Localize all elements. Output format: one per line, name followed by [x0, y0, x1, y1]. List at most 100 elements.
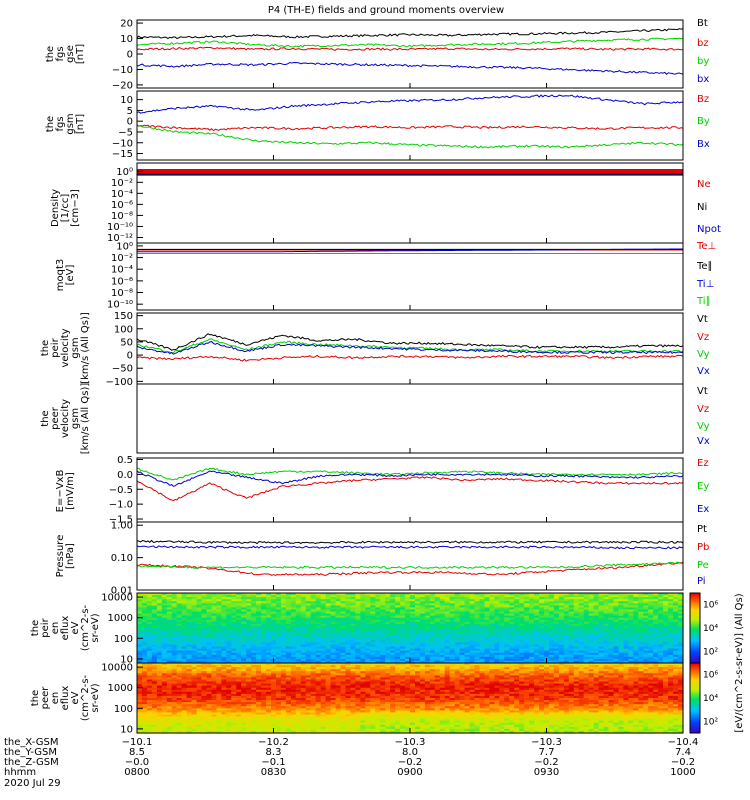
- peir-eflux-cell: [146, 595, 153, 598]
- peir-eflux-cell: [340, 650, 347, 654]
- peir-eflux-cell: [350, 656, 356, 660]
- peir-eflux-cell: [618, 652, 625, 656]
- peir-eflux-cell: [544, 621, 550, 625]
- peer-eflux-cell: [176, 712, 183, 716]
- peir-eflux-cell: [419, 621, 426, 625]
- peir-eflux-cell: [603, 625, 610, 629]
- peer-eflux-cell: [161, 669, 168, 672]
- peir-eflux-cell: [390, 603, 396, 606]
- peer-eflux-cell: [161, 685, 168, 689]
- peer-eflux-cell: [146, 708, 153, 711]
- peir-eflux-cell: [464, 640, 471, 644]
- peir-eflux-cell: [221, 638, 227, 641]
- peir-eflux-cell: [529, 607, 535, 611]
- peir-eflux-cell: [553, 636, 560, 639]
- peir-eflux-cell: [484, 613, 491, 617]
- peer-eflux-cell: [171, 720, 178, 724]
- peer-eflux-cell: [246, 681, 252, 685]
- peir-eflux-cell: [588, 648, 595, 652]
- peir-eflux-cell: [549, 632, 555, 635]
- peir-eflux-cell: [648, 611, 654, 615]
- peer-eflux-cell: [285, 663, 292, 666]
- peer-eflux-cell: [146, 700, 153, 703]
- peer-eflux-cell: [221, 691, 227, 695]
- peir-eflux-cell: [444, 658, 451, 662]
- peir-eflux-cell: [231, 646, 237, 650]
- peir-eflux-cell: [573, 636, 580, 639]
- peir-eflux-cell: [176, 652, 183, 656]
- peir-eflux-cell: [494, 638, 500, 641]
- peir-eflux-cell: [280, 617, 287, 621]
- efield-ytick-label: 0.0: [117, 470, 133, 481]
- peir-eflux-cell: [171, 642, 178, 646]
- peir-eflux-cell: [558, 621, 565, 625]
- peir-eflux-cell: [335, 613, 342, 617]
- peir-eflux-cell: [549, 648, 555, 652]
- peir-eflux-cell: [529, 599, 535, 602]
- peir-eflux-cell: [658, 615, 664, 619]
- peir-eflux-cell: [405, 658, 411, 662]
- peer-eflux-cell: [206, 673, 213, 676]
- peir-eflux-cell: [628, 605, 634, 609]
- peir-eflux-cell: [628, 623, 634, 627]
- peir-eflux-cell: [405, 648, 411, 652]
- peir-eflux-cell: [226, 613, 232, 617]
- peir-eflux-cell: [181, 654, 188, 658]
- peer-eflux-cell: [206, 706, 213, 709]
- peir-eflux-cell: [320, 636, 327, 639]
- peir-eflux-cell: [355, 652, 361, 656]
- peir-eflux-cell: [325, 636, 332, 639]
- peir-eflux-cell: [142, 603, 148, 606]
- peir-eflux-cell: [429, 613, 436, 617]
- peir-eflux-cell: [544, 628, 550, 631]
- peir-eflux-cell: [156, 634, 163, 637]
- fgs-gsm-series-2-line: [136, 94, 684, 114]
- peir-eflux-cell: [673, 658, 679, 662]
- peir-eflux-cell: [231, 642, 237, 646]
- peir-eflux-cell: [231, 630, 237, 633]
- peir-eflux-cell: [191, 656, 198, 660]
- peir-eflux-cell: [504, 607, 510, 611]
- peir-eflux-cell: [196, 654, 203, 658]
- peir-eflux-cell: [285, 638, 292, 641]
- peir-eflux-cell: [146, 621, 153, 625]
- peer-eflux-cell: [241, 689, 247, 693]
- peir-eflux-cell: [549, 634, 555, 637]
- peer-eflux-cell: [176, 663, 183, 666]
- peir-eflux-cell: [271, 619, 277, 623]
- peir-eflux-cell: [553, 607, 560, 611]
- peir-eflux-cell: [271, 613, 277, 617]
- peer-eflux-cell: [171, 683, 178, 687]
- peir-eflux-cell: [315, 621, 322, 625]
- peir-eflux-cell: [285, 623, 292, 627]
- peer-eflux-cell: [236, 693, 242, 697]
- peir-eflux-cell: [385, 656, 391, 660]
- peir-eflux-cell: [573, 658, 580, 662]
- peir-eflux-cell: [340, 597, 347, 600]
- peir-eflux-cell: [663, 646, 669, 650]
- peir-eflux-cell: [137, 644, 143, 648]
- peir-eflux-cell: [405, 605, 411, 609]
- peer-eflux-cell: [201, 671, 208, 674]
- peer-eflux-cell: [266, 675, 272, 679]
- peir-eflux-cell: [558, 642, 565, 646]
- peir-eflux-cell: [211, 599, 218, 602]
- peir-eflux-cell: [578, 597, 585, 600]
- peir-eflux-cell: [266, 601, 272, 604]
- peer-eflux-cell: [151, 677, 158, 681]
- peir-eflux-cell: [375, 625, 381, 629]
- peir-eflux-cell: [648, 636, 654, 639]
- peir-eflux-cell: [568, 630, 575, 633]
- peir-eflux-cell: [211, 640, 218, 644]
- peer-eflux-cell: [137, 708, 143, 711]
- peir-eflux-cell: [474, 613, 481, 617]
- peer-eflux-cell: [211, 726, 218, 730]
- peir-eflux-cell: [330, 652, 337, 656]
- peir-eflux-cell: [539, 646, 545, 650]
- peer-eflux-cell: [216, 712, 222, 716]
- peir-eflux-cell: [236, 632, 242, 635]
- peir-eflux-cell: [231, 656, 237, 660]
- peir-eflux-cell: [499, 623, 505, 627]
- peir-eflux-cell: [618, 636, 625, 639]
- peir-eflux-cell: [151, 656, 158, 660]
